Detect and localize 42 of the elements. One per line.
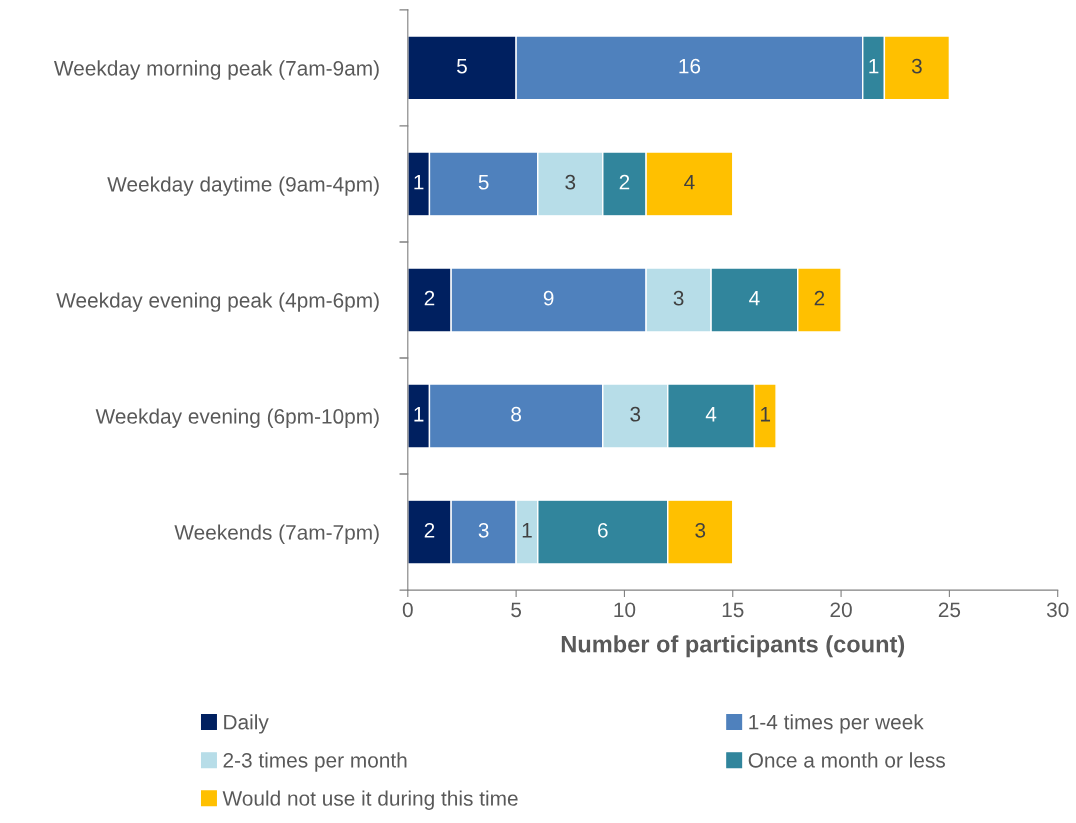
data-label: 3: [695, 522, 706, 538]
legend-label: 2-3 times per month: [223, 752, 407, 772]
x-axis-title: Number of participants (count): [561, 635, 905, 658]
data-label: 2: [424, 290, 435, 306]
data-label: 8: [511, 406, 522, 422]
x-tick-label: 0: [402, 602, 413, 618]
y-tick-label: Weekday evening peak (4pm-6pm): [56, 292, 379, 312]
data-label: 2: [619, 174, 630, 190]
data-label: 4: [705, 407, 717, 422]
data-label: 5: [457, 58, 467, 74]
data-label: 2: [814, 290, 825, 306]
y-tick-label: Weekday evening (6pm-10pm): [95, 408, 379, 428]
y-tick-label: Weekday daytime (9am-4pm): [107, 176, 379, 196]
x-tick-label: 25: [938, 602, 961, 618]
data-label: 6: [598, 522, 608, 538]
legend-label: 1-4 times per week: [749, 714, 924, 734]
data-label: 3: [911, 58, 922, 74]
data-label: 16: [679, 58, 701, 74]
data-label: 1: [761, 407, 771, 422]
data-label: 5: [478, 175, 489, 190]
x-tick-label: 20: [830, 602, 852, 618]
data-label: 1: [522, 523, 532, 538]
data-label: 1: [414, 407, 424, 422]
data-label: 4: [749, 291, 760, 306]
data-label: 3: [478, 522, 489, 538]
x-tick-label: 15: [722, 602, 744, 618]
legend-label: Would not use it during this time: [222, 790, 518, 810]
y-tick-label: Weekends (7am-7pm): [174, 524, 379, 544]
data-label: 1: [869, 58, 879, 74]
data-label: 9: [543, 290, 554, 306]
x-tick-label: 30: [1046, 602, 1069, 618]
data-label: 3: [673, 290, 684, 306]
x-tick-label: 5: [511, 602, 522, 618]
data-label: 3: [630, 406, 641, 422]
data-label: 2: [424, 522, 435, 538]
data-label: 3: [565, 174, 576, 190]
x-tick-label: 10: [614, 602, 636, 618]
legend-label: Daily: [224, 714, 269, 734]
y-tick-label: Weekday morning peak (7am-9am): [53, 60, 379, 80]
data-label: 4: [684, 175, 695, 190]
legend-label: Once a month or less: [748, 752, 945, 768]
data-label: 1: [414, 175, 424, 190]
